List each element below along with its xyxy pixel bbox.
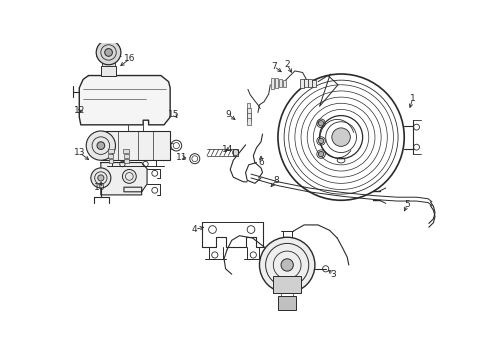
Circle shape [281,259,293,271]
Circle shape [97,142,104,149]
Circle shape [318,152,323,157]
Bar [123,149,129,153]
Text: 8: 8 [273,176,279,185]
Bar [101,131,170,160]
Bar [307,80,311,87]
Text: 7: 7 [271,62,276,71]
Bar [123,154,129,158]
Circle shape [318,121,323,126]
Circle shape [331,128,349,147]
Bar [274,78,277,88]
Bar [282,80,285,87]
Text: 16: 16 [124,54,136,63]
Bar [270,78,274,89]
Bar [108,149,114,153]
Text: 11: 11 [176,153,187,162]
Circle shape [86,131,115,160]
Circle shape [259,237,314,293]
Bar [123,159,128,163]
Circle shape [91,168,111,188]
Bar [304,79,307,87]
Text: 6: 6 [258,158,264,167]
Bar [300,78,304,88]
Bar [246,113,250,121]
Bar [101,66,116,76]
Text: 5: 5 [404,201,409,210]
Bar [108,159,113,163]
Bar [233,149,238,156]
Bar [246,108,250,118]
Bar [246,103,250,114]
Bar [278,79,281,87]
Bar [102,62,115,66]
Text: 1: 1 [409,94,415,103]
Text: 14: 14 [222,145,233,154]
Text: 9: 9 [224,109,230,118]
Bar [246,118,251,125]
Bar [273,276,301,293]
Circle shape [122,170,136,183]
Text: 4: 4 [192,225,197,234]
Text: 10: 10 [93,184,105,193]
Polygon shape [79,76,170,125]
Polygon shape [101,163,147,195]
Circle shape [104,49,112,56]
Bar [311,80,315,87]
Text: 13: 13 [73,148,85,157]
Bar [277,296,296,310]
Circle shape [96,40,121,65]
Text: 15: 15 [168,109,180,118]
Bar [108,154,113,158]
Circle shape [318,138,323,144]
Circle shape [98,175,104,181]
Text: 12: 12 [74,107,85,116]
Text: 3: 3 [330,270,336,279]
Text: 2: 2 [284,60,289,69]
